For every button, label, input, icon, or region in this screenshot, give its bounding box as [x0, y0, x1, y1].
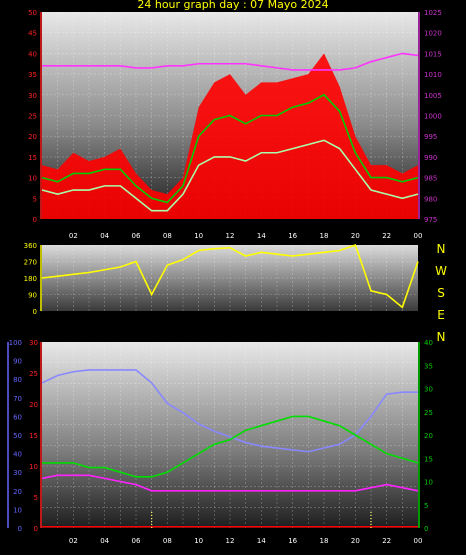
chart1-series-1-line — [41, 93, 419, 204]
chart3-x-tick-10: 22 — [382, 537, 391, 545]
dir-label-w: W — [435, 264, 447, 278]
chart1-left-tick-3: 15 — [28, 154, 37, 162]
chart1-x-tick-0: 02 — [69, 232, 78, 240]
chart3-outer-tick-6: 60 — [13, 413, 22, 421]
chart1-x-tick-5: 12 — [226, 232, 235, 240]
chart3-x-tick-0: 02 — [69, 537, 78, 545]
chart1-series-2-line — [41, 139, 419, 212]
wind-direction-labels: N W S E N — [434, 238, 448, 348]
chart3-right-tick-5: 25 — [424, 409, 433, 417]
chart1-x-tick-7: 16 — [288, 232, 297, 240]
chart3-right-tick-2: 10 — [424, 479, 433, 487]
chart3-inner-tick-2: 10 — [29, 463, 38, 471]
chart2-left-tick-1: 90 — [28, 292, 37, 300]
chart1-right-tick-4: 995 — [424, 133, 437, 141]
chart3-x-tick-11: 00 — [414, 537, 423, 545]
chart3-inner-tick-5: 25 — [29, 370, 38, 378]
chart2-series-0-line — [41, 243, 419, 309]
chart1-left-tick-7: 35 — [28, 71, 37, 79]
chart1-right-tick-5: 1000 — [424, 113, 442, 121]
chart3-series-1-line — [42, 415, 419, 478]
chart1-right-tick-7: 1010 — [424, 71, 442, 79]
chart1-x-tick-2: 06 — [132, 232, 141, 240]
chart3-outer-tick-0: 0 — [18, 525, 22, 533]
chart3-outer-tick-5: 50 — [13, 432, 22, 440]
chart3-right-tick-0: 0 — [424, 525, 428, 533]
chart3-right-tick-7: 35 — [424, 362, 433, 370]
chart1-right-tick-10: 1025 — [424, 9, 442, 17]
chart1-left-tick-2: 10 — [28, 175, 37, 183]
chart1-x-tick-8: 18 — [320, 232, 329, 240]
chart1-x-tick-1: 04 — [100, 232, 109, 240]
chart3-inner-tick-0: 0 — [34, 525, 38, 533]
chart3-outer-tick-1: 10 — [13, 506, 22, 514]
chart1-x-tick-11: 00 — [414, 232, 423, 240]
chart1-x-tick-3: 08 — [163, 232, 172, 240]
chart1-left-tick-1: 5 — [33, 195, 37, 203]
page-title: 24 hour graph day : 07 Mayo 2024 — [137, 0, 329, 11]
chart1-right-tick-2: 985 — [424, 175, 437, 183]
chart3-x-tick-5: 12 — [226, 537, 235, 545]
chart3-inner-tick-1: 5 — [34, 494, 38, 502]
chart2-left-tick-2: 180 — [24, 275, 37, 283]
chart3-x-tick-2: 06 — [132, 537, 141, 545]
chart1-right-tick-0: 975 — [424, 216, 437, 224]
chart1-series-3-line — [42, 52, 419, 71]
chart2-left-tick-3: 270 — [24, 259, 37, 267]
chart3-x-tick-4: 10 — [194, 537, 203, 545]
chart3-outer-tick-8: 80 — [13, 376, 22, 384]
chart3-outer-tick-10: 100 — [9, 339, 22, 347]
chart2-left-tick-4: 360 — [24, 242, 37, 250]
chart3-right-tick-6: 30 — [424, 386, 433, 394]
chart1-right-tick-8: 1015 — [424, 50, 442, 58]
chart3-outer-tick-7: 70 — [13, 395, 22, 403]
chart1-left-tick-5: 25 — [28, 113, 37, 121]
chart1-right-tick-9: 1020 — [424, 30, 442, 38]
chart3-x-tick-6: 14 — [257, 537, 266, 545]
dir-label-e: E — [437, 308, 445, 322]
chart3-right-tick-8: 40 — [424, 339, 433, 347]
chart1-left-tick-4: 20 — [28, 133, 37, 141]
chart3-inner-tick-3: 15 — [29, 432, 38, 440]
chart3-x-tick-7: 16 — [288, 537, 297, 545]
chart3-right-tick-3: 15 — [424, 455, 433, 463]
chart3-inner-tick-4: 20 — [29, 401, 38, 409]
chart1-x-tick-10: 22 — [382, 232, 391, 240]
chart3-outer-tick-4: 40 — [13, 451, 22, 459]
chart1-left-tick-0: 0 — [33, 216, 37, 224]
dir-label-n-bottom: N — [436, 330, 446, 344]
chart1-right-tick-6: 1005 — [424, 92, 442, 100]
chart3-x-tick-1: 04 — [100, 537, 109, 545]
chart1-right-tick-1: 980 — [424, 195, 437, 203]
chart1-x-tick-4: 10 — [194, 232, 203, 240]
chart2-plot-area — [42, 245, 418, 311]
chart1-left-tick-6: 30 — [28, 92, 37, 100]
chart3-outer-tick-2: 20 — [13, 488, 22, 496]
chart1-x-tick-6: 14 — [257, 232, 266, 240]
chart3-right-tick-1: 5 — [424, 502, 428, 510]
chart3-right-tick-4: 20 — [424, 432, 433, 440]
dir-label-s: S — [437, 286, 445, 300]
chart1-right-tick-3: 990 — [424, 154, 437, 162]
chart3-x-tick-3: 08 — [163, 537, 172, 545]
chart1-left-tick-8: 40 — [28, 50, 37, 58]
chart2-left-tick-0: 0 — [33, 308, 37, 316]
chart3-outer-tick-3: 30 — [13, 469, 22, 477]
chart1-left-tick-9: 45 — [28, 30, 37, 38]
chart1-x-tick-9: 20 — [351, 232, 360, 240]
chart3-outer-tick-9: 90 — [13, 358, 22, 366]
chart3-x-tick-9: 20 — [351, 537, 360, 545]
chart3-x-tick-8: 18 — [320, 537, 329, 545]
dir-label-n-top: N — [436, 242, 446, 256]
chart3-inner-tick-6: 30 — [29, 339, 38, 347]
chart1-left-tick-10: 50 — [28, 9, 37, 17]
chart3-series-2-line — [41, 474, 419, 492]
